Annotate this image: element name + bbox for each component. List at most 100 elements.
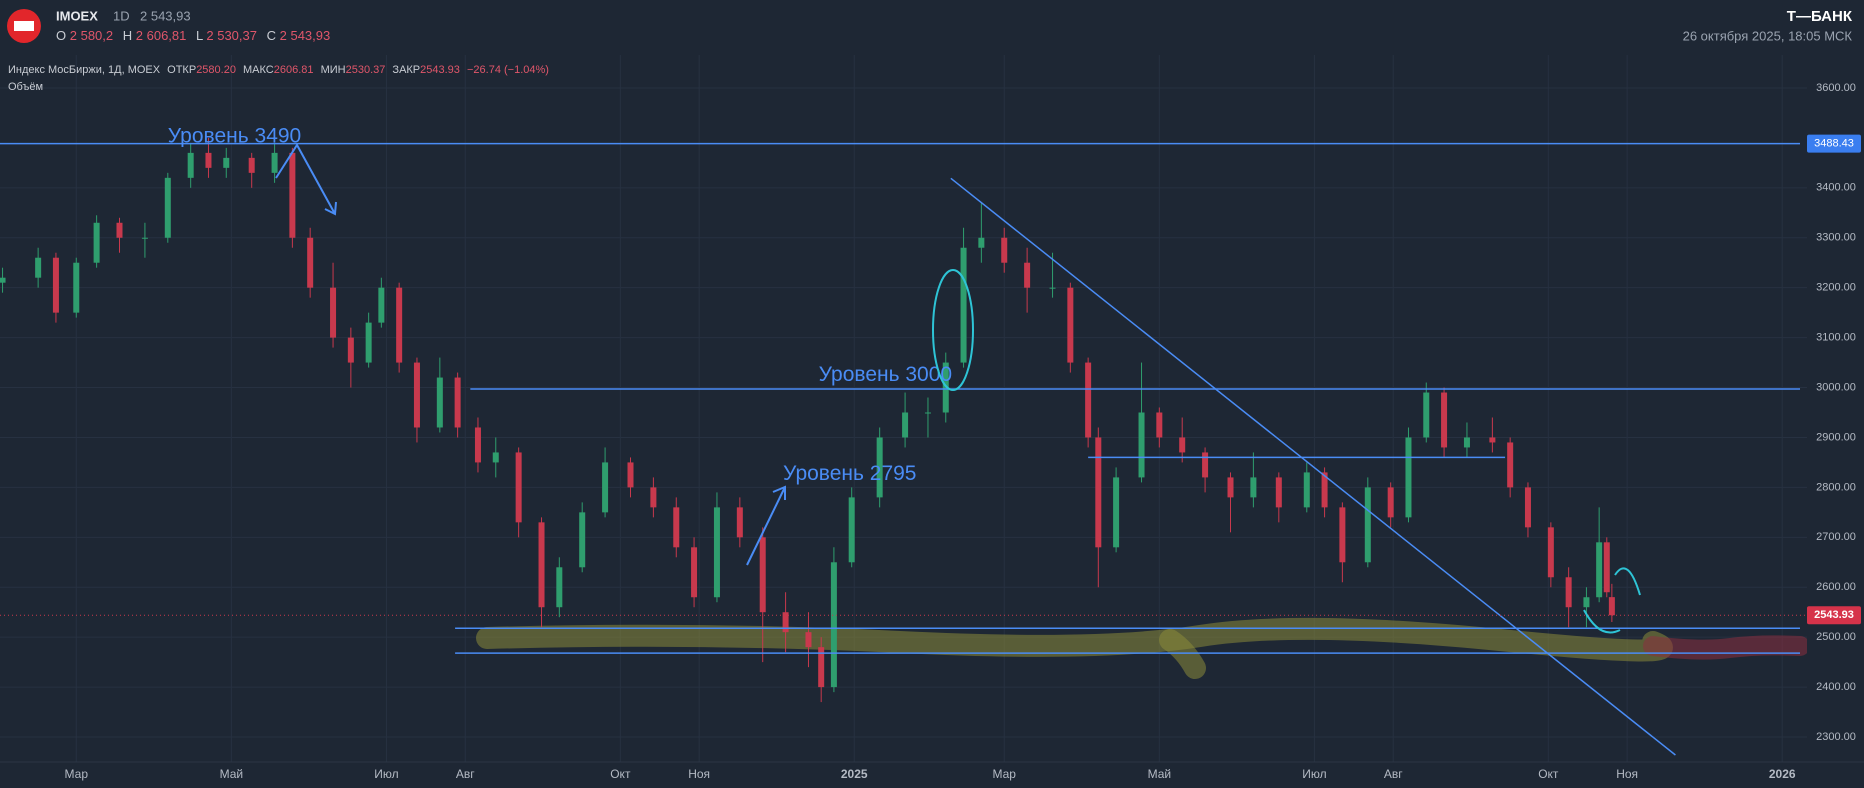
candle-body bbox=[602, 462, 609, 513]
candle-body bbox=[454, 377, 461, 428]
x-tick-label: Июл bbox=[1302, 767, 1326, 781]
candle-body bbox=[556, 567, 563, 608]
y-tick-label: 3400.00 bbox=[1816, 182, 1856, 194]
y-tick-label: 2500.00 bbox=[1816, 631, 1856, 643]
candle-body bbox=[1202, 452, 1209, 478]
highlight-zone-red bbox=[1643, 635, 1810, 660]
candle-body bbox=[1339, 507, 1346, 563]
ohlc-value: 2 580,2 bbox=[70, 28, 113, 43]
candle-body bbox=[876, 437, 883, 498]
candle-body bbox=[1113, 477, 1120, 548]
candle-body bbox=[347, 337, 354, 363]
ohlc-value: 2 543,93 bbox=[280, 28, 331, 43]
y-tick-label: 2300.00 bbox=[1816, 731, 1856, 743]
candle-body bbox=[35, 257, 42, 278]
candle-body bbox=[1608, 597, 1615, 616]
candle-body bbox=[1489, 437, 1496, 443]
y-tick-label: 3300.00 bbox=[1816, 232, 1856, 244]
candle-body bbox=[0, 277, 6, 283]
candle-body bbox=[73, 262, 80, 313]
candle-body bbox=[805, 632, 812, 648]
last-price-label: 2543.93 bbox=[1814, 609, 1854, 621]
candle-body bbox=[1547, 527, 1554, 578]
axes: 2300.00 2400.00 2500.00 2600.00 2700.00 2800.… bbox=[65, 82, 1861, 781]
legend-key: ЗАКР bbox=[392, 64, 420, 76]
level-price-box bbox=[1807, 134, 1861, 153]
ohlc-key: C bbox=[267, 28, 276, 43]
candle-body bbox=[205, 152, 212, 168]
candle-body bbox=[978, 237, 985, 248]
x-tick-label: Май bbox=[1148, 767, 1172, 781]
candle-body bbox=[1049, 287, 1056, 289]
legend-change: −26.74 (−1.04%) bbox=[467, 64, 549, 76]
x-tick-label: Мар bbox=[65, 767, 89, 781]
candle-body bbox=[1441, 392, 1448, 448]
x-tick-label: Окт bbox=[1538, 767, 1559, 781]
legend: Индекс МосБиржи, 1Д, MOEX ОТКР2580.20 МА… bbox=[8, 64, 549, 76]
y-tick-label: 2800.00 bbox=[1816, 481, 1856, 493]
legend-name: Индекс МосБиржи, 1Д, MOEX bbox=[8, 64, 161, 76]
trend-line bbox=[950, 177, 1676, 756]
candle-body bbox=[330, 287, 337, 338]
arrow bbox=[275, 143, 337, 216]
annotation: Уровень 2795 bbox=[783, 462, 916, 485]
candle-body bbox=[1423, 392, 1430, 438]
candle-body bbox=[248, 157, 255, 173]
y-tick-label: 2700.00 bbox=[1816, 531, 1856, 543]
x-tick-label: Июл bbox=[374, 767, 398, 781]
legend-key: ОТКР bbox=[167, 64, 196, 76]
candle-body bbox=[413, 362, 420, 428]
legend-value: 2606.81 bbox=[274, 64, 314, 76]
annotation: Уровень 3000 bbox=[819, 363, 952, 386]
candle-body bbox=[1001, 237, 1008, 263]
logo-mark bbox=[14, 21, 34, 31]
x-tick-label: Ноя bbox=[688, 767, 710, 781]
candle-body bbox=[538, 522, 545, 608]
drawings: Уровень 3490 Уровень 3000 Уровень 2795 bbox=[0, 124, 1807, 756]
candle-body bbox=[1156, 412, 1163, 438]
candle-body bbox=[1507, 442, 1514, 488]
legend-value: 2543.93 bbox=[420, 64, 460, 76]
legend-value: 2580.20 bbox=[196, 64, 236, 76]
candle-body bbox=[365, 322, 372, 363]
x-tick-label: 2025 bbox=[841, 767, 868, 781]
y-tick-label: 2400.00 bbox=[1816, 681, 1856, 693]
candle-body bbox=[1179, 437, 1186, 453]
annotation: Уровень 3490 bbox=[168, 124, 301, 147]
candle-body bbox=[1138, 412, 1145, 478]
interval: 1D bbox=[113, 8, 130, 23]
ohlc: O 2 580,2 H 2 606,81 L 2 530,37 C 2 543,… bbox=[56, 28, 330, 43]
price-axis bbox=[1807, 55, 1864, 765]
candle-body bbox=[650, 487, 657, 508]
ohlc-key: O bbox=[56, 28, 66, 43]
x-tick-label: Май bbox=[220, 767, 244, 781]
candle-body bbox=[1603, 542, 1610, 593]
candle-body bbox=[141, 237, 148, 239]
ohlc-key: H bbox=[123, 28, 132, 43]
candle-body bbox=[579, 512, 586, 568]
candle-body bbox=[1596, 542, 1603, 598]
candle-body bbox=[1387, 487, 1394, 518]
volume-label: Объём bbox=[8, 81, 43, 93]
candle-body bbox=[1067, 287, 1074, 363]
candle-body bbox=[1227, 477, 1234, 498]
y-tick-label: 3600.00 bbox=[1816, 82, 1856, 94]
ohlc-key: L bbox=[196, 28, 203, 43]
candle-body bbox=[691, 547, 698, 598]
candle-body bbox=[1565, 577, 1572, 608]
x-tick-label: Авг bbox=[456, 767, 475, 781]
symbol: IMOEX bbox=[56, 8, 98, 23]
last-price-box bbox=[1807, 606, 1861, 625]
candle-body bbox=[830, 562, 837, 688]
x-tick-label: Ноя bbox=[1616, 767, 1638, 781]
candle-body bbox=[1405, 437, 1412, 518]
candle-body bbox=[1524, 487, 1531, 528]
candle-body bbox=[960, 247, 967, 363]
candle-body bbox=[1583, 597, 1590, 608]
y-tick-label: 3200.00 bbox=[1816, 282, 1856, 294]
candle-body bbox=[93, 222, 100, 263]
hook-drawing bbox=[1583, 567, 1641, 634]
candle-body bbox=[289, 152, 296, 238]
y-tick-label: 3100.00 bbox=[1816, 332, 1856, 344]
datetime: 26 октября 2025, 18:05 МСК bbox=[1683, 28, 1853, 43]
